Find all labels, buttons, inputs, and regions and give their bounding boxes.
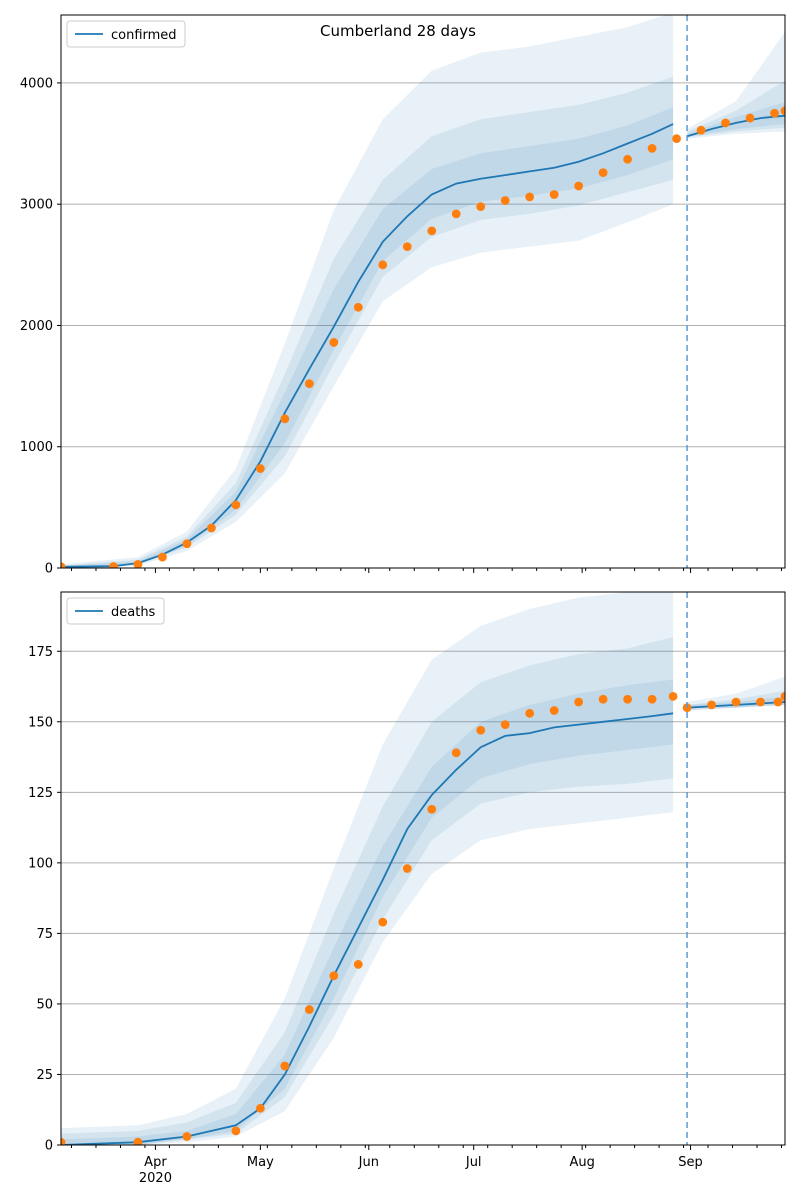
observed-point bbox=[525, 708, 535, 718]
y-tick-label: 0 bbox=[45, 1139, 53, 1154]
observed-point bbox=[133, 559, 143, 568]
observed-point bbox=[773, 697, 783, 707]
observed-point bbox=[525, 192, 535, 202]
confidence-band-inner bbox=[61, 107, 674, 568]
x-tick-sublabel: 2020 bbox=[139, 1171, 172, 1186]
legend-label: confirmed bbox=[111, 28, 177, 43]
observed-point bbox=[623, 694, 633, 704]
observed-point bbox=[61, 1137, 66, 1145]
observed-point bbox=[451, 209, 461, 219]
observed-point bbox=[427, 804, 437, 814]
observed-point bbox=[780, 106, 785, 116]
observed-point bbox=[756, 697, 765, 707]
observed-point bbox=[427, 226, 437, 236]
observed-point bbox=[696, 125, 706, 135]
y-tick-label: 2000 bbox=[20, 319, 53, 334]
observed-point bbox=[707, 700, 716, 710]
y-tick-label: 3000 bbox=[20, 198, 53, 213]
deaths-panel: 0 25 50 75 100 125 150 175 Apr May Jun Jul Aug Sep 202… bbox=[28, 591, 786, 1186]
confidence-band-outer bbox=[61, 592, 674, 1145]
y-tick-label: 50 bbox=[36, 997, 53, 1012]
observed-point bbox=[133, 1137, 143, 1145]
observed-point bbox=[500, 720, 510, 730]
plot-frame bbox=[60, 14, 786, 569]
median-line bbox=[61, 712, 674, 1145]
observed-point bbox=[647, 694, 657, 704]
observed-point bbox=[476, 725, 486, 735]
observed-point bbox=[206, 523, 216, 533]
observed-point bbox=[304, 379, 314, 389]
observed-point bbox=[623, 154, 633, 164]
observed-point bbox=[182, 1132, 192, 1141]
observed-point bbox=[182, 539, 192, 549]
confidence-band-mid bbox=[61, 637, 674, 1145]
observed-point bbox=[304, 1005, 314, 1014]
confidence-band-mid bbox=[61, 76, 674, 568]
observed-point bbox=[402, 242, 412, 252]
observed-point bbox=[745, 113, 755, 123]
observed-point bbox=[451, 748, 461, 758]
observed-point bbox=[255, 1103, 265, 1113]
observed-point bbox=[668, 691, 678, 701]
observed-point bbox=[158, 552, 167, 562]
observed-point bbox=[598, 168, 608, 178]
observed-point bbox=[280, 1061, 290, 1071]
x-tick-label: May bbox=[247, 1155, 274, 1170]
observed-point bbox=[574, 697, 584, 707]
legend: confirmed bbox=[66, 20, 186, 48]
observed-point bbox=[476, 202, 486, 212]
confidence-band-mid-forecast bbox=[687, 80, 785, 138]
y-tick-label: 1000 bbox=[20, 440, 53, 455]
plot-frame bbox=[60, 591, 786, 1146]
observed-point bbox=[672, 134, 681, 144]
plot-area bbox=[61, 592, 785, 1145]
observed-point bbox=[500, 196, 510, 205]
observed-point bbox=[770, 108, 779, 118]
y-tick-label: 4000 bbox=[20, 76, 53, 91]
observed-point bbox=[721, 118, 730, 128]
x-tick-label: Apr bbox=[144, 1155, 167, 1170]
observed-point bbox=[353, 302, 363, 312]
x-tick-label: Aug bbox=[569, 1155, 594, 1170]
observed-point bbox=[231, 500, 241, 510]
x-tick-label: Jul bbox=[465, 1155, 482, 1170]
observed-point bbox=[255, 464, 265, 473]
observed-point bbox=[353, 960, 363, 969]
observed-point bbox=[329, 971, 339, 981]
legend: deaths bbox=[66, 597, 165, 625]
observed-point bbox=[378, 917, 388, 927]
y-tick-label: 25 bbox=[36, 1068, 53, 1083]
confirmed-panel: 0 1000 2000 3000 4000 confirmed bbox=[20, 14, 786, 577]
observed-point bbox=[731, 697, 741, 707]
y-tick-label: 175 bbox=[28, 645, 53, 660]
observed-point bbox=[549, 706, 559, 715]
x-tick-label: Jun bbox=[358, 1155, 379, 1170]
observed-point bbox=[574, 181, 584, 191]
legend-box bbox=[66, 20, 186, 48]
observed-point bbox=[598, 694, 608, 704]
legend-label: deaths bbox=[111, 605, 156, 620]
y-tick-label: 150 bbox=[28, 715, 53, 730]
x-tick-label: Sep bbox=[678, 1155, 703, 1170]
y-tick-label: 125 bbox=[28, 786, 53, 801]
y-tick-label: 0 bbox=[45, 562, 53, 577]
confidence-band-outer bbox=[61, 15, 674, 568]
observed-point bbox=[329, 338, 339, 347]
figure-title: Cumberland 28 days bbox=[320, 22, 476, 40]
y-tick-label: 75 bbox=[36, 927, 53, 942]
observed-point bbox=[61, 562, 66, 568]
observed-point bbox=[378, 260, 388, 270]
observed-point bbox=[280, 414, 290, 424]
observed-point bbox=[109, 562, 118, 568]
plot-area bbox=[61, 15, 785, 568]
legend-box bbox=[66, 597, 165, 625]
confidence-band-outer-forecast bbox=[687, 32, 785, 139]
y-tick-label: 100 bbox=[28, 856, 53, 871]
observed-point bbox=[231, 1126, 241, 1136]
observed-point bbox=[549, 190, 559, 199]
observed-point bbox=[780, 691, 785, 701]
observed-point bbox=[402, 864, 412, 873]
observed-point bbox=[647, 143, 657, 153]
